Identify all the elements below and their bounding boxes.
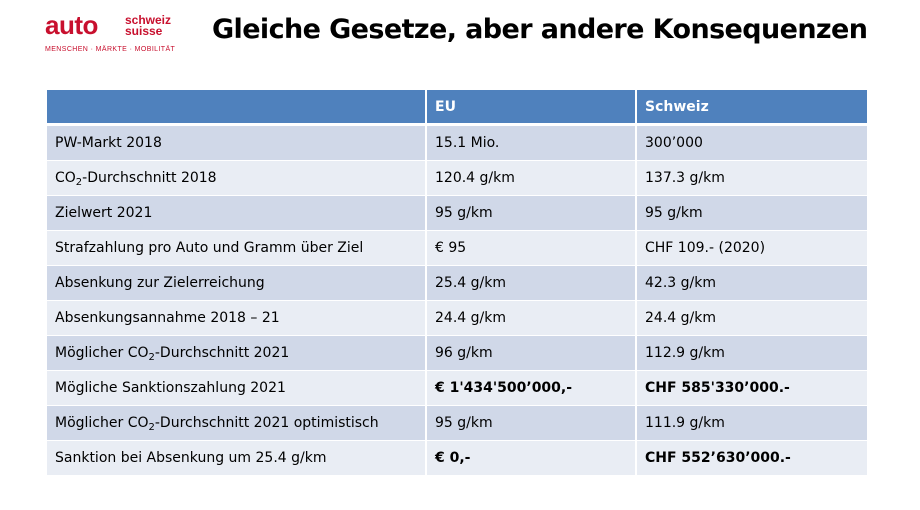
eu-value: 95 g/km: [427, 196, 637, 231]
schweiz-value: 42.3 g/km: [637, 266, 867, 301]
schweiz-value: 112.9 g/km: [637, 336, 867, 371]
row-label-pre: Möglicher CO: [55, 415, 149, 431]
table-header-row: EU Schweiz: [47, 90, 867, 126]
row-label: Strafzahlung pro Auto und Gramm über Zie…: [47, 231, 427, 266]
eu-value: 25.4 g/km: [427, 266, 637, 301]
row-label: Absenkung zur Zielerreichung: [47, 266, 427, 301]
logo-suisse-text: suisse: [125, 24, 163, 38]
schweiz-value: CHF 552’630’000.-: [637, 441, 867, 476]
schweiz-value: CHF 109.- (2020): [637, 231, 867, 266]
comparison-table: EU Schweiz PW-Markt 2018 15.1 Mio. 300’0…: [47, 90, 867, 476]
row-label-pre: CO: [55, 170, 76, 186]
slide-title: Gleiche Gesetze, aber andere Konsequenze…: [212, 14, 868, 45]
eu-value: 95 g/km: [427, 406, 637, 441]
table-row: Strafzahlung pro Auto und Gramm über Zie…: [47, 231, 867, 266]
eu-value: 120.4 g/km: [427, 161, 637, 196]
row-label-pre: Möglicher CO: [55, 345, 149, 361]
row-label: Absenkungsannahme 2018 – 21: [47, 301, 427, 336]
row-label: Sanktion bei Absenkung um 25.4 g/km: [47, 441, 427, 476]
row-label: PW-Markt 2018: [47, 126, 427, 161]
row-label: Möglicher CO2-Durchschnitt 2021: [47, 336, 427, 371]
table-row: Zielwert 2021 95 g/km 95 g/km: [47, 196, 867, 231]
eu-value: 96 g/km: [427, 336, 637, 371]
schweiz-value: 300’000: [637, 126, 867, 161]
row-label: Zielwert 2021: [47, 196, 427, 231]
row-label-post: -Durchschnitt 2018: [82, 170, 217, 186]
row-label-sub: 2: [148, 422, 155, 433]
schweiz-value: 137.3 g/km: [637, 161, 867, 196]
table-row: Möglicher CO2-Durchschnitt 2021 96 g/km …: [47, 336, 867, 371]
eu-value: € 1'434'500’000,-: [427, 371, 637, 406]
header-eu: EU: [427, 90, 637, 126]
eu-value: 24.4 g/km: [427, 301, 637, 336]
table-row: Absenkungsannahme 2018 – 21 24.4 g/km 24…: [47, 301, 867, 336]
schweiz-value: 95 g/km: [637, 196, 867, 231]
table-row: Möglicher CO2-Durchschnitt 2021 optimist…: [47, 406, 867, 441]
logo-tagline: MENSCHEN · MÄRKTE · MOBILITÄT: [45, 46, 176, 53]
table-row: PW-Markt 2018 15.1 Mio. 300’000: [47, 126, 867, 161]
logo-schweiz-text: schweiz: [125, 13, 172, 27]
table-row: Mögliche Sanktionszahlung 2021 € 1'434'5…: [47, 371, 867, 406]
eu-value: € 0,-: [427, 441, 637, 476]
row-label: Mögliche Sanktionszahlung 2021: [47, 371, 427, 406]
row-label-sub: 2: [75, 177, 83, 188]
schweiz-value: 24.4 g/km: [637, 301, 867, 336]
logo-auto-text: auto: [45, 10, 98, 40]
header-label-cell: [47, 90, 427, 126]
row-label-post: -Durchschnitt 2021: [154, 345, 290, 361]
row-label-sub: 2: [148, 352, 155, 363]
row-label: CO2-Durchschnitt 2018: [47, 161, 427, 196]
auto-schweiz-logo: auto schweiz suisse MENSCHEN · MÄRKTE · …: [45, 12, 195, 58]
row-label-post: -Durchschnitt 2021 optimistisch: [154, 415, 379, 431]
table-row: Absenkung zur Zielerreichung 25.4 g/km 4…: [47, 266, 867, 301]
eu-value: 15.1 Mio.: [427, 126, 637, 161]
schweiz-value: 111.9 g/km: [637, 406, 867, 441]
table-row: CO2-Durchschnitt 2018 120.4 g/km 137.3 g…: [47, 161, 867, 196]
header-schweiz: Schweiz: [637, 90, 867, 126]
schweiz-value: CHF 585'330’000.-: [637, 371, 867, 406]
eu-value: € 95: [427, 231, 637, 266]
row-label: Möglicher CO2-Durchschnitt 2021 optimist…: [47, 406, 427, 441]
table-row: Sanktion bei Absenkung um 25.4 g/km € 0,…: [47, 441, 867, 476]
